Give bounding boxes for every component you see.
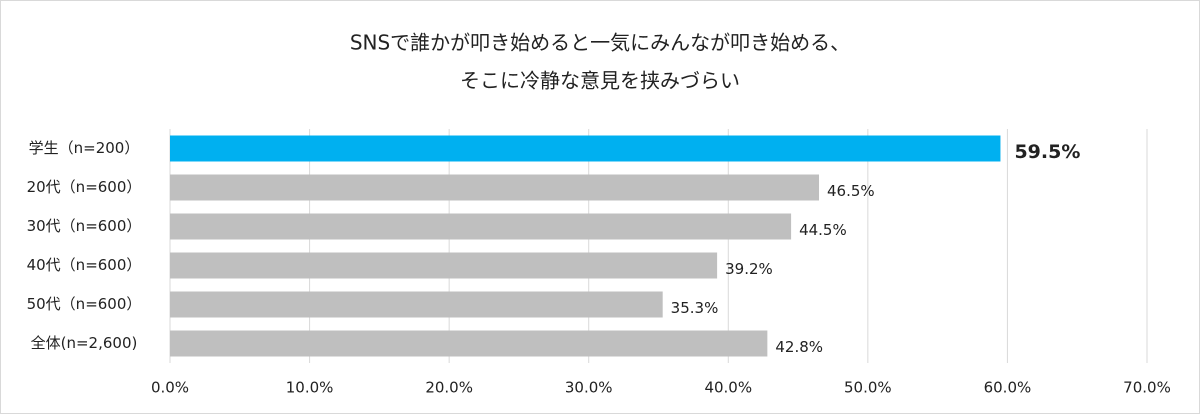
bar	[170, 291, 663, 318]
x-tick-label: 20.0%	[425, 379, 473, 397]
x-tick-label: 40.0%	[704, 379, 752, 397]
chart-title: SNSで誰かが叩き始めると一気にみんなが叩き始める、	[350, 31, 850, 55]
x-tick-label: 10.0%	[286, 379, 334, 397]
x-tick-label: 70.0%	[1123, 379, 1171, 397]
value-label: 46.5%	[827, 182, 875, 200]
value-label: 42.8%	[775, 338, 823, 356]
value-label: 35.3%	[671, 299, 719, 317]
y-tick-label: 20代（n=600）	[27, 178, 142, 196]
y-tick-label: 学生（n=200）	[29, 139, 140, 157]
value-label: 44.5%	[799, 221, 847, 239]
bar	[170, 135, 1001, 162]
chart-title: そこに冷静な意見を挟みづらい	[460, 69, 740, 93]
x-tick-label: 50.0%	[844, 379, 892, 397]
bar	[170, 213, 792, 240]
x-tick-label: 60.0%	[984, 379, 1032, 397]
y-tick-label: 50代（n=600）	[27, 295, 142, 313]
bar	[170, 252, 718, 279]
x-tick-label: 30.0%	[565, 379, 613, 397]
bar	[170, 174, 820, 201]
y-tick-label: 40代（n=600）	[27, 256, 142, 274]
x-tick-label: 0.0%	[151, 379, 189, 397]
value-label: 59.5%	[1014, 141, 1080, 163]
value-label: 39.2%	[725, 260, 773, 278]
y-tick-label: 全体(n=2,600)	[31, 334, 138, 352]
y-tick-label: 30代（n=600）	[27, 217, 142, 235]
bar	[170, 330, 768, 357]
